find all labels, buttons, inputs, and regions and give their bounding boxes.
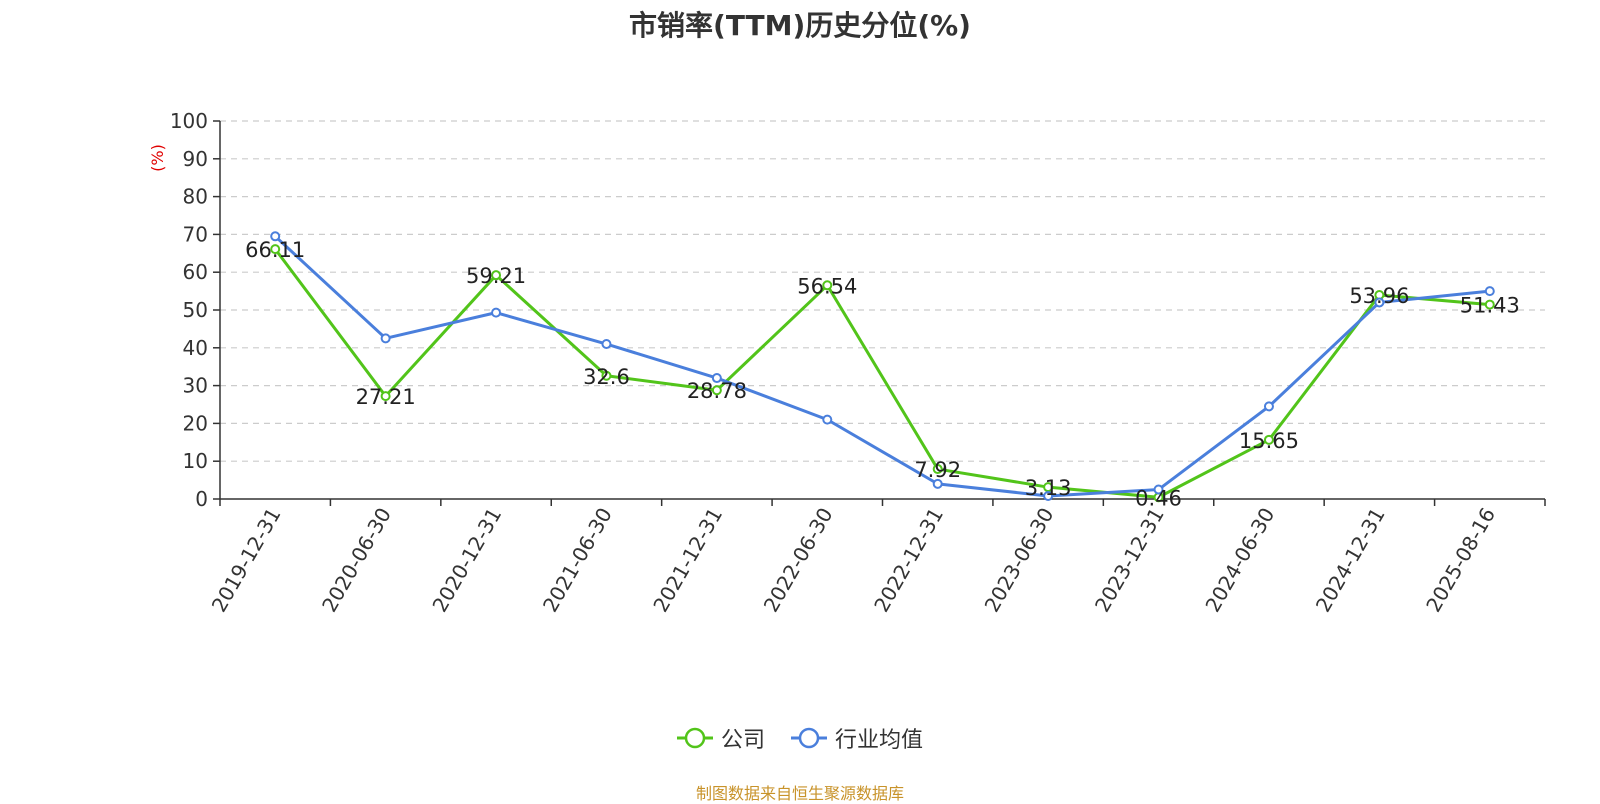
data-point-1 bbox=[1374, 297, 1385, 308]
x-tick-label: 2022-12-31 bbox=[869, 503, 948, 616]
data-point-1 bbox=[491, 307, 502, 318]
y-tick-label: 90 bbox=[183, 147, 208, 171]
data-label: 51.43 bbox=[1460, 294, 1520, 318]
data-label: 3.13 bbox=[1025, 476, 1072, 500]
y-axis-label: (%) bbox=[148, 144, 167, 172]
series-lines bbox=[270, 231, 1495, 503]
legend: 公司 行业均值 bbox=[0, 722, 1600, 754]
x-tick-label: 2025-08-16 bbox=[1421, 504, 1500, 617]
data-point-0 bbox=[1263, 434, 1274, 445]
legend-marker-company bbox=[676, 727, 713, 749]
x-tick-label: 2024-06-30 bbox=[1200, 504, 1279, 617]
data-label: 28.78 bbox=[687, 379, 747, 403]
data-point-1 bbox=[1153, 484, 1164, 495]
data-label: 66.11 bbox=[245, 238, 305, 262]
data-point-0 bbox=[932, 464, 943, 475]
data-labels: 66.11 27.21 59.21 32.6 28.78 56.54 7.92 3.13 0.4… bbox=[245, 238, 1520, 510]
legend-marker-industry-average bbox=[791, 727, 827, 749]
data-label: 53.96 bbox=[1349, 284, 1409, 308]
data-point-1 bbox=[932, 478, 943, 489]
y-tick-label: 30 bbox=[183, 374, 208, 398]
y-tick-label: 0 bbox=[195, 487, 208, 511]
x-tick-label: 2019-12-31 bbox=[207, 504, 286, 617]
x-tick-label: 2024-12-31 bbox=[1311, 504, 1390, 617]
data-point-0 bbox=[601, 370, 612, 381]
data-label: 15.65 bbox=[1239, 429, 1299, 453]
x-tick-label: 2023-06-30 bbox=[980, 504, 1059, 617]
data-point-1 bbox=[711, 373, 722, 384]
legend-label-company: 公司 bbox=[720, 728, 765, 753]
y-tick-label: 60 bbox=[183, 260, 208, 284]
chart-title: 市销率(TTM)历史分位(%) bbox=[629, 9, 971, 42]
y-tick-label: 50 bbox=[183, 298, 208, 322]
series-line-1 bbox=[274, 235, 1490, 498]
data-point-1 bbox=[380, 333, 391, 344]
data-label: 56.54 bbox=[797, 274, 857, 298]
x-tick-label: 2021-12-31 bbox=[648, 504, 727, 617]
data-point-0 bbox=[822, 280, 833, 291]
data-point-1 bbox=[270, 231, 281, 242]
data-point-0 bbox=[270, 244, 281, 255]
data-label: 32.6 bbox=[583, 365, 630, 389]
grid-lines bbox=[220, 120, 1545, 462]
data-label: 59.21 bbox=[466, 264, 526, 288]
data-label: 27.21 bbox=[356, 385, 416, 409]
series-line-0 bbox=[274, 248, 1490, 499]
data-point-0 bbox=[1484, 299, 1495, 310]
data-point-1 bbox=[1263, 401, 1274, 412]
data-point-1 bbox=[1043, 490, 1054, 501]
y-tick-label: 70 bbox=[183, 222, 208, 246]
data-point-0 bbox=[711, 385, 722, 396]
data-point-0 bbox=[380, 391, 391, 402]
axes: 0 10 20 30 40 50 60 70 80 90 100 2019-12-31 2020-06-… bbox=[170, 109, 1546, 617]
y-tick-label: 100 bbox=[170, 109, 208, 133]
legend-label-industry-average: 行业均值 bbox=[835, 728, 924, 753]
x-tick-label: 2022-06-30 bbox=[759, 504, 838, 617]
source-note: 制图数据来自恒生聚源数据库 bbox=[695, 784, 904, 803]
data-label: 0.46 bbox=[1135, 486, 1182, 510]
y-tick-label: 20 bbox=[183, 411, 208, 435]
data-label: 7.92 bbox=[914, 458, 961, 482]
data-point-1 bbox=[822, 414, 833, 425]
y-tick-label: 40 bbox=[183, 336, 208, 360]
legend-item-company[interactable]: 公司 bbox=[676, 722, 765, 754]
data-point-1 bbox=[601, 339, 612, 350]
x-tick-label: 2021-06-30 bbox=[538, 504, 617, 617]
y-tick-label: 10 bbox=[183, 449, 208, 473]
x-tick-label: 2020-06-30 bbox=[317, 504, 396, 617]
data-point-0 bbox=[491, 270, 502, 281]
data-point-1 bbox=[1484, 286, 1495, 297]
x-tick-label: 2020-12-31 bbox=[427, 503, 506, 616]
y-tick-label: 80 bbox=[183, 185, 208, 209]
x-tick-label: 2023-12-31 bbox=[1090, 504, 1169, 617]
legend-item-industry-average[interactable]: 行业均值 bbox=[791, 722, 923, 754]
